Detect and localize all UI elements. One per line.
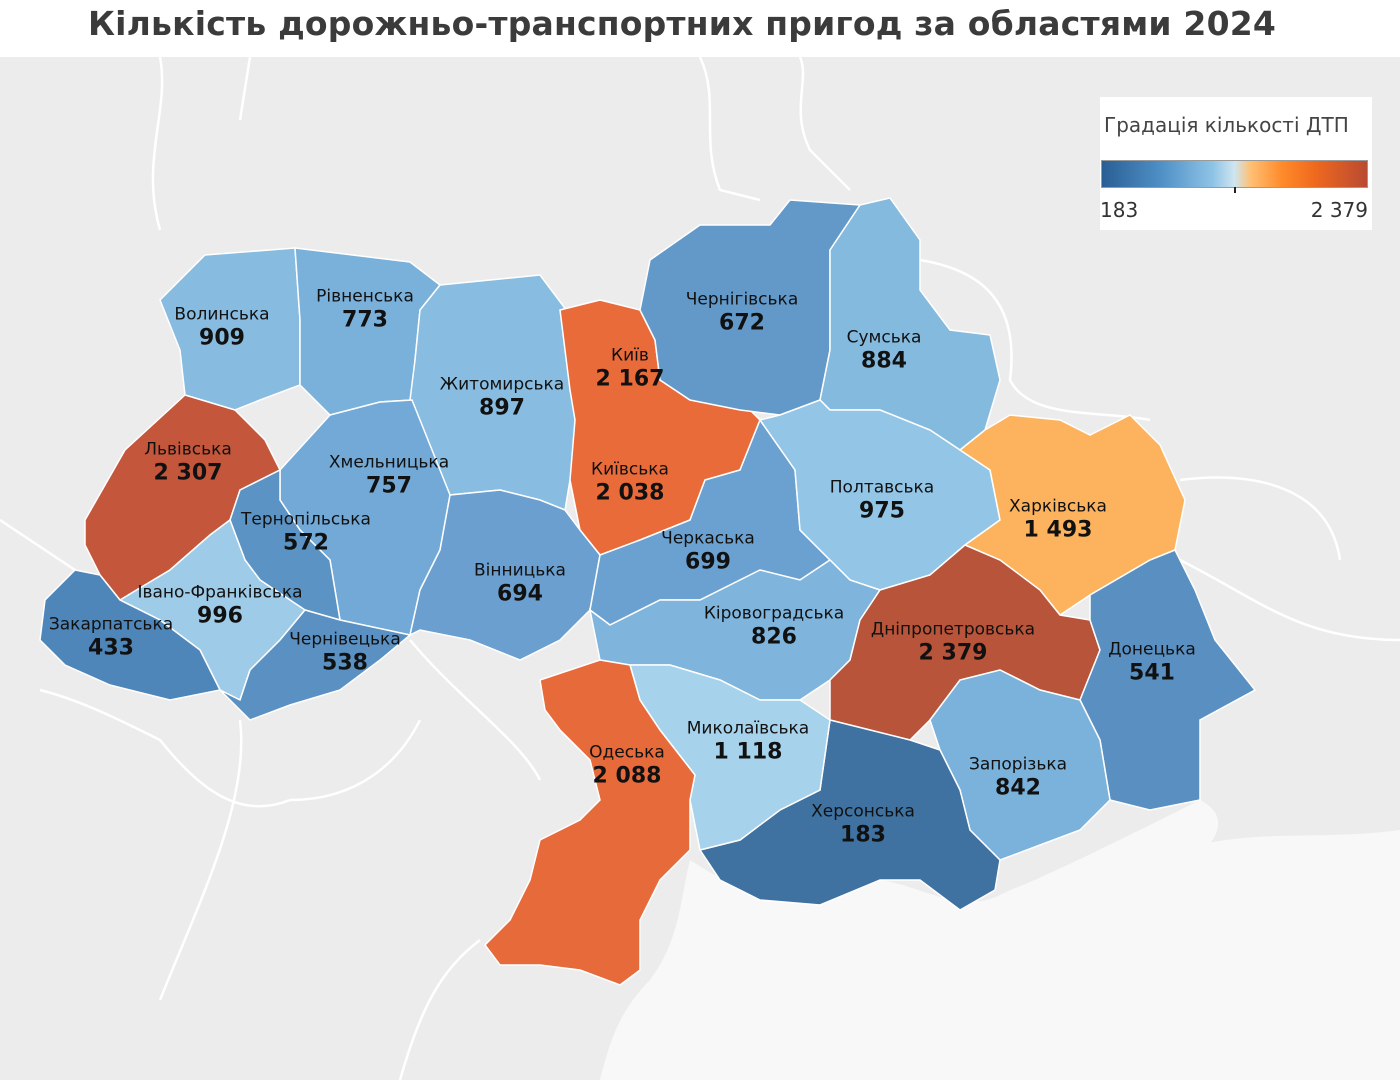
region-name: Черкаська xyxy=(661,528,755,549)
region-value: 572 xyxy=(283,530,329,556)
region-value: 2 088 xyxy=(592,763,662,789)
map-area: Волинська 909 Рівненська 773 Житомирська 897 К… xyxy=(0,57,1400,1080)
region-label-zaporizka: Запорізька 842 xyxy=(968,754,1068,801)
region-label-ivano-frankivska: Івано-Франківська 996 xyxy=(137,582,303,629)
region-name: Одеська xyxy=(589,742,665,763)
region-name: Полтавська xyxy=(829,477,935,498)
region-name: Запорізька xyxy=(968,754,1068,775)
legend: Градація кількості ДТП 183 2 379 xyxy=(1100,97,1372,230)
region-name: Івано-Франківська xyxy=(137,582,303,603)
region-label-lvivska: Львівська 2 307 xyxy=(144,439,232,486)
region-name: Херсонська xyxy=(811,801,915,822)
region-odeska[interactable] xyxy=(484,659,696,986)
region-name: Чернігівська xyxy=(685,289,799,310)
region-name: Кіровоградська xyxy=(703,603,845,624)
region-value: 541 xyxy=(1129,660,1175,686)
region-value: 699 xyxy=(685,549,731,575)
region-value: 672 xyxy=(719,310,765,336)
region-name: Тернопільська xyxy=(241,509,371,530)
region-value: 2 379 xyxy=(918,640,988,666)
regions-group xyxy=(39,197,1257,986)
region-label-kyiv: Київ 2 167 xyxy=(595,345,665,392)
black-sea xyxy=(600,830,1400,1080)
region-name: Житомирська xyxy=(439,374,565,395)
map-title: Кількість дорожньо-транспортних пригод з… xyxy=(88,4,1277,43)
region-value: 996 xyxy=(197,603,243,629)
country-border-lines xyxy=(0,57,1400,1080)
region-label-zakarpatska: Закарпатська 433 xyxy=(48,614,174,661)
region-name: Дніпропетровська xyxy=(870,619,1036,640)
region-value: 1 118 xyxy=(713,739,783,765)
region-value: 884 xyxy=(861,348,907,374)
region-label-sumska: Сумська 884 xyxy=(846,327,922,374)
region-name: Київська xyxy=(591,459,669,480)
azov-sea xyxy=(1000,800,1219,903)
region-value: 694 xyxy=(497,581,543,607)
region-name: Вінницька xyxy=(474,560,566,581)
region-label-rivnenska: Рівненська 773 xyxy=(316,286,414,333)
region-name: Чернівецька xyxy=(289,629,401,650)
region-name: Донецька xyxy=(1108,639,1196,660)
region-label-zhytomyrska: Житомирська 897 xyxy=(439,374,565,421)
region-label-volynska: Волинська 909 xyxy=(174,304,270,351)
legend-max: 2 379 xyxy=(1310,198,1368,222)
region-name: Київ xyxy=(611,345,649,366)
legend-color-ramp xyxy=(1101,160,1368,188)
region-value: 909 xyxy=(199,325,245,351)
region-value: 842 xyxy=(995,775,1041,801)
region-donetska[interactable] xyxy=(1079,549,1257,811)
legend-min: 183 xyxy=(1100,198,1139,222)
region-chernivetska[interactable] xyxy=(219,609,412,721)
region-label-khmelnytska: Хмельницька 757 xyxy=(328,452,450,499)
region-value: 538 xyxy=(322,650,368,676)
region-name: Харківська xyxy=(1009,496,1107,517)
region-value: 2 038 xyxy=(595,480,665,506)
region-label-vinnytska: Вінницька 694 xyxy=(474,560,566,607)
region-value: 757 xyxy=(366,473,412,499)
region-value: 897 xyxy=(479,395,525,421)
region-name: Хмельницька xyxy=(328,452,450,473)
region-label-chernivetska: Чернівецька 538 xyxy=(289,629,401,676)
legend-title: Градація кількості ДТП xyxy=(1104,113,1349,137)
region-name: Львівська xyxy=(144,439,232,460)
region-value: 826 xyxy=(751,624,797,650)
region-label-cherkaska: Черкаська 699 xyxy=(661,528,755,575)
region-value: 433 xyxy=(88,635,134,661)
region-value: 183 xyxy=(840,822,886,848)
region-label-kirovohradska: Кіровоградська 826 xyxy=(703,603,845,650)
region-value: 2 307 xyxy=(153,460,223,486)
region-value: 1 493 xyxy=(1023,517,1093,543)
region-volynska[interactable] xyxy=(159,247,301,411)
region-zakarpatska[interactable] xyxy=(39,569,222,701)
region-label-kharkivska: Харківська 1 493 xyxy=(1009,496,1107,543)
region-label-odeska: Одеська 2 088 xyxy=(589,742,665,789)
region-value: 2 167 xyxy=(595,366,665,392)
region-label-ternopilska: Тернопільська 572 xyxy=(241,509,371,556)
region-label-donetska: Донецька 541 xyxy=(1108,639,1196,686)
region-label-dnipropetrovska: Дніпропетровська 2 379 xyxy=(870,619,1036,666)
region-value: 773 xyxy=(342,307,388,333)
region-name: Рівненська xyxy=(316,286,414,307)
region-label-kyivska: Київська 2 038 xyxy=(591,459,669,506)
region-value: 975 xyxy=(859,498,905,524)
region-name: Сумська xyxy=(846,327,922,348)
legend-tick xyxy=(1234,187,1236,193)
region-name: Волинська xyxy=(174,304,270,325)
region-name: Закарпатська xyxy=(48,614,174,635)
region-label-khersonska: Херсонська 183 xyxy=(811,801,915,848)
region-name: Миколаївська xyxy=(686,718,810,739)
region-label-mykolaivska: Миколаївська 1 118 xyxy=(686,718,810,765)
region-label-chernihivska: Чернігівська 672 xyxy=(685,289,799,336)
region-label-poltavska: Полтавська 975 xyxy=(829,477,935,524)
